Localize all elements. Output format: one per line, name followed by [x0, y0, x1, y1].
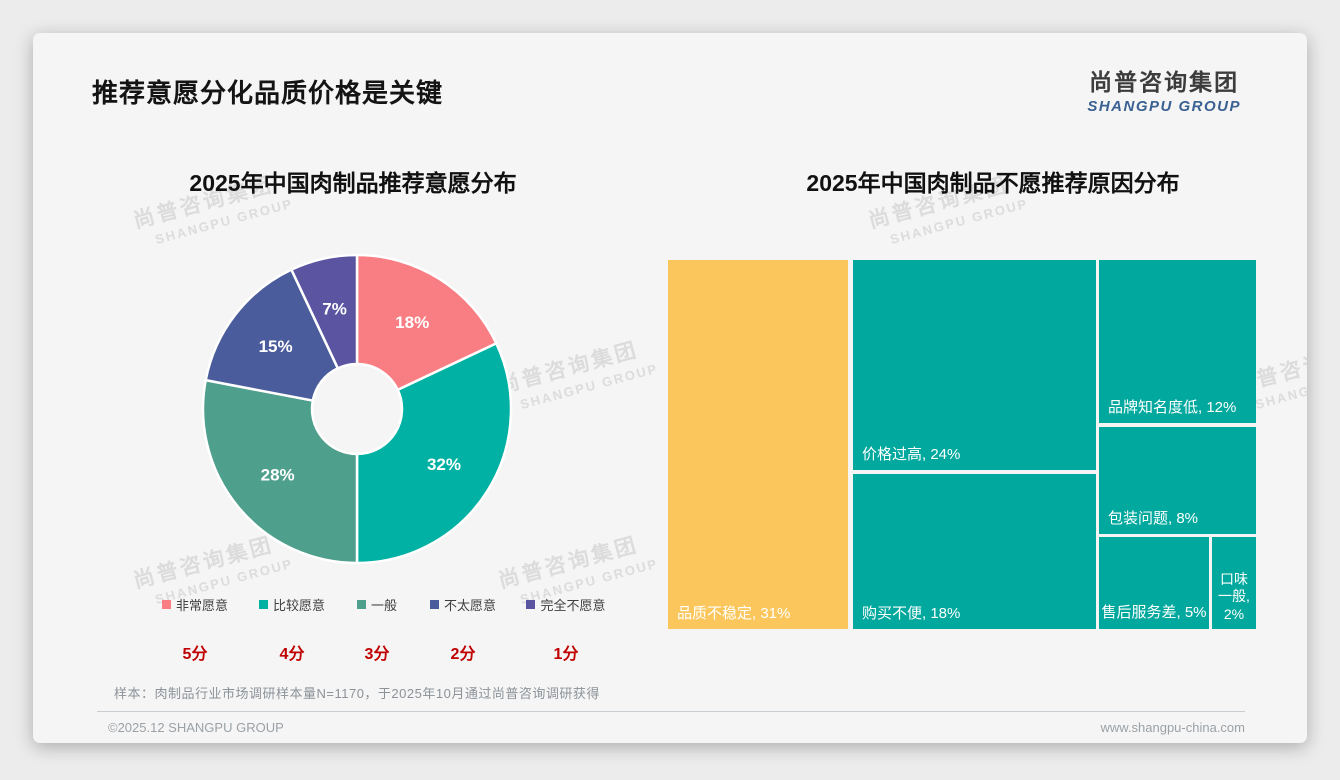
- legend-label: 不太愿意: [443, 598, 496, 613]
- watermark-en: SHANGPU GROUP: [888, 195, 1030, 248]
- score-label: 3分: [364, 646, 390, 663]
- treemap-cell-label: 品质不稳定, 31%: [677, 605, 791, 622]
- donut-slice-4: [204, 268, 340, 402]
- treemap-cell-label: 购买不便, 18%: [862, 605, 961, 622]
- legend-label: 完全不愿意: [540, 598, 606, 613]
- watermark-en: SHANGPU GROUP: [153, 195, 295, 248]
- website-url: www.shangpu-china.com: [1100, 720, 1245, 735]
- legend-swatch-not-very-willing: [429, 600, 439, 609]
- donut-slice-5: [290, 253, 359, 370]
- watermark-cn: 尚普咨询集团: [496, 338, 642, 398]
- treemap-chart-title: 2025年中国肉制品不愿推荐原因分布: [806, 170, 1180, 196]
- legend-swatch-very-willing: [161, 600, 171, 609]
- treemap-cell-inconvenient-purchase: 购买不便, 18%: [853, 474, 1096, 629]
- logo-en-text: SHANGPU GROUP: [1087, 98, 1241, 115]
- score-label: 4分: [279, 646, 305, 663]
- treemap-cell-label: 包装问题, 8%: [1108, 510, 1199, 527]
- legend-very-willing: 非常愿意 5分: [145, 595, 245, 664]
- legend-label: 一般: [370, 598, 397, 613]
- page-title: 推荐意愿分化品质价格是关键: [92, 78, 444, 108]
- donut-slice-3: [201, 378, 359, 565]
- donut-value-label: 32%: [427, 455, 461, 474]
- treemap-cell-price-too-high: 价格过高, 24%: [853, 260, 1096, 470]
- donut-chart: 18% 32% 28% 15% 7%: [201, 253, 513, 565]
- watermark: 尚普咨询集团 SHANGPU GROUP: [495, 327, 671, 416]
- legend-neutral: 一般 3分: [327, 595, 427, 664]
- treemap-chart: 品质不稳定, 31% 价格过高, 24% 购买不便, 18% 品牌知名度低, 1…: [668, 260, 1256, 629]
- footer-divider: [97, 711, 1245, 712]
- donut-value-label: 28%: [261, 466, 295, 485]
- logo-cn-text: 尚普咨询集团: [1089, 69, 1240, 95]
- donut-chart-title: 2025年中国肉制品推荐意愿分布: [189, 170, 517, 196]
- donut-value-label: 18%: [395, 313, 429, 332]
- sample-footnote: 样本：肉制品行业市场调研样本量N=1170，于2025年10月通过尚普咨询调研获…: [114, 686, 600, 701]
- company-logo: 尚普咨询集团 SHANGPU GROUP: [1087, 63, 1241, 115]
- watermark-cn: 尚普咨询集团: [496, 533, 642, 593]
- legend-swatch-somewhat-willing: [258, 600, 268, 609]
- score-label: 1分: [553, 646, 579, 663]
- slide-card: 尚普咨询集团 SHANGPU GROUP 尚普咨询集团 SHANGPU GROU…: [33, 33, 1307, 743]
- donut-value-label: 7%: [322, 299, 347, 318]
- treemap-cell-label: 价格过高, 24%: [862, 446, 961, 463]
- treemap-cell-label: 口味一般, 2%: [1218, 570, 1250, 622]
- donut-slice-1: [355, 253, 498, 392]
- treemap-cell-label: 品牌知名度低, 12%: [1108, 399, 1237, 416]
- legend-swatch-neutral: [356, 600, 366, 609]
- treemap-cell-low-brand-awareness: 品牌知名度低, 12%: [1099, 260, 1256, 423]
- treemap-cell-poor-after-sales: 售后服务差, 5%: [1099, 537, 1209, 629]
- score-label: 5分: [182, 646, 208, 663]
- legend-swatch-not-willing-at-all: [526, 600, 536, 609]
- treemap-cell-quality-instability: 品质不稳定, 31%: [668, 260, 848, 629]
- legend-not-very-willing: 不太愿意 2分: [413, 595, 513, 664]
- legend-not-willing-at-all: 完全不愿意 1分: [516, 595, 616, 664]
- copyright-text: ©2025.12 SHANGPU GROUP: [108, 720, 284, 735]
- donut-slice-2: [355, 342, 513, 565]
- legend-label: 非常愿意: [175, 598, 228, 613]
- treemap-cell-label: 售后服务差, 5%: [1101, 604, 1207, 622]
- score-label: 2分: [450, 646, 476, 663]
- treemap-cell-packaging-issues: 包装问题, 8%: [1099, 427, 1256, 534]
- legend-label: 比较愿意: [272, 598, 325, 613]
- watermark-en: SHANGPU GROUP: [518, 360, 660, 413]
- donut-value-label: 15%: [259, 337, 293, 356]
- treemap-cell-average-taste: 口味一般, 2%: [1212, 537, 1256, 629]
- legend-somewhat-willing: 比较愿意 4分: [242, 595, 342, 664]
